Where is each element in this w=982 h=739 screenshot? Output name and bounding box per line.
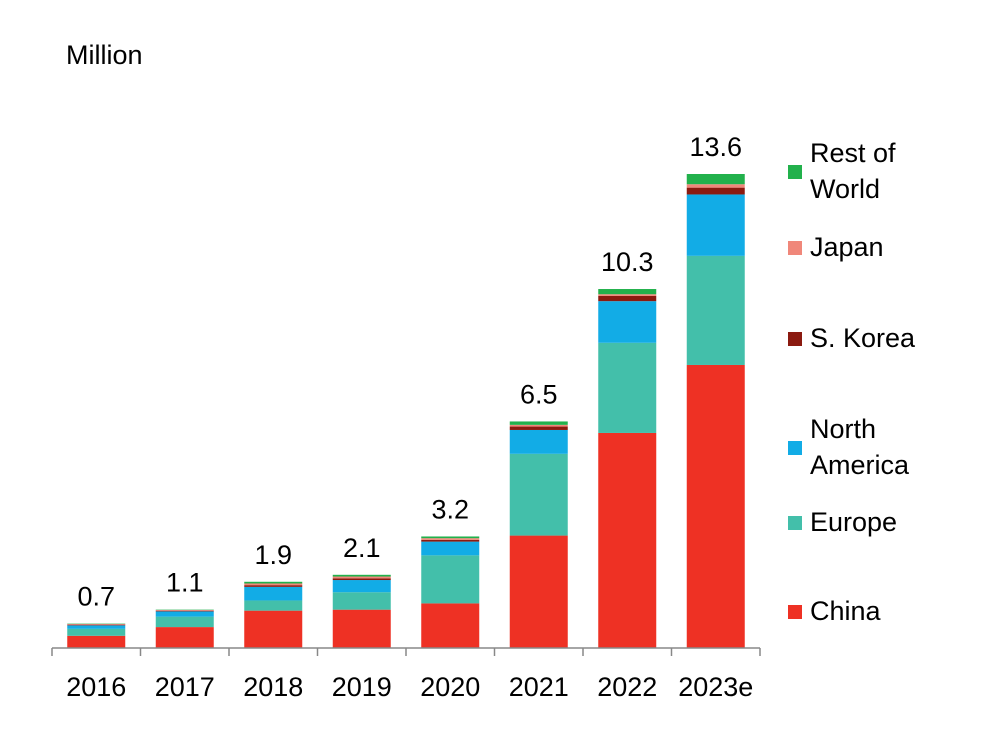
legend-label: Japan (810, 232, 884, 262)
x-tick-label: 2018 (243, 672, 303, 702)
x-axis-labels: 2016 2017 2018 2019 2020 2021 2022 2023e (66, 672, 753, 702)
bar-segment-north-america (155, 611, 214, 617)
bar-segment-north-america (67, 625, 126, 629)
bar-stack-2023e (686, 174, 745, 648)
legend-label: S. Korea (810, 323, 916, 353)
legend-label: Europe (810, 507, 897, 537)
bar-segment-japan (686, 184, 745, 188)
x-tick-label: 2021 (509, 672, 569, 702)
legend-item-north-america: North America (788, 414, 910, 480)
total-label: 10.3 (601, 247, 654, 277)
legend-item-rest-of-world: Rest of World (788, 138, 896, 204)
bar-segment-rest-of-world (421, 536, 480, 539)
x-axis-ticks (51, 648, 761, 656)
legend-swatch (788, 441, 802, 455)
bar-stack-2019 (332, 574, 391, 648)
bar-segment-japan (509, 424, 568, 427)
bar-segment-japan (421, 538, 480, 540)
legend-swatch (788, 605, 802, 619)
bar-segment-rest-of-world (686, 174, 745, 185)
bar-segment-s-korea (332, 578, 391, 581)
x-tick-label: 2023e (678, 672, 753, 702)
legend-item-europe: Europe (788, 507, 897, 537)
bar-segment-rest-of-world (598, 289, 657, 295)
bar-segment-china (155, 627, 214, 648)
bar-segment-north-america (509, 429, 568, 454)
bar-segment-europe (598, 342, 657, 433)
legend-swatch (788, 516, 802, 530)
total-label: 0.7 (77, 582, 115, 612)
bar-segment-europe (244, 600, 303, 611)
bar-stack-2016 (67, 623, 126, 648)
bar-segment-china (686, 364, 745, 648)
bar-segment-china (332, 609, 391, 648)
bar-segment-rest-of-world (332, 574, 391, 577)
bar-segment-s-korea (155, 610, 214, 612)
bar-segment-china (421, 603, 480, 648)
bar-stack-2022 (598, 289, 657, 648)
total-label: 2.1 (343, 533, 381, 563)
bar-stack-2020 (421, 536, 480, 648)
total-label: 6.5 (520, 379, 558, 409)
x-tick-label: 2017 (155, 672, 215, 702)
bar-segment-japan (332, 576, 391, 579)
bar-segment-s-korea (598, 295, 657, 302)
bar-stack-2018 (244, 581, 303, 648)
bar-segment-europe (509, 453, 568, 536)
bar-segment-rest-of-world (509, 421, 568, 425)
legend-label: North America (810, 414, 910, 480)
bar-segment-s-korea (421, 539, 480, 542)
legend: Rest of World Japan S. Korea North America Eur… (788, 138, 916, 626)
bar-segment-china (509, 535, 568, 648)
bar-segment-japan (67, 623, 126, 625)
total-label: 1.1 (166, 568, 204, 598)
legend-swatch (788, 165, 802, 179)
x-tick-label: 2020 (420, 672, 480, 702)
bar-segment-europe (421, 555, 480, 604)
bar-stack-2017 (155, 609, 214, 648)
bar-segment-s-korea (686, 187, 745, 195)
legend-swatch (788, 332, 802, 346)
bar-segment-s-korea (244, 585, 303, 587)
bar-segment-china (598, 432, 657, 648)
total-label: 13.6 (689, 132, 742, 162)
x-tick-label: 2016 (66, 672, 126, 702)
bar-segment-japan (155, 610, 214, 611)
bar-segment-japan (598, 294, 657, 296)
unit-label: Million (66, 40, 143, 70)
x-tick-label: 2019 (332, 672, 392, 702)
bar-segment-europe (686, 255, 745, 365)
bar-segment-s-korea (509, 426, 568, 430)
bar-segment-europe (67, 628, 126, 636)
bar-segment-europe (155, 616, 214, 628)
legend-item-s-korea: S. Korea (788, 323, 916, 353)
total-label: 1.9 (254, 540, 292, 570)
bar-stack-2021 (509, 421, 568, 648)
bar-layer (67, 174, 745, 648)
bar-segment-north-america (598, 301, 657, 343)
bar-segment-rest-of-world (244, 581, 303, 584)
bar-segment-north-america (244, 586, 303, 601)
x-tick-label: 2022 (597, 672, 657, 702)
legend-item-china: China (788, 596, 882, 626)
bar-segment-s-korea (67, 624, 126, 626)
legend-item-japan: Japan (788, 232, 884, 262)
legend-label: China (810, 596, 882, 626)
bar-segment-north-america (686, 194, 745, 256)
legend-swatch (788, 241, 802, 255)
bar-segment-europe (332, 592, 391, 610)
bar-segment-china (244, 610, 303, 648)
bar-segment-china (67, 635, 126, 648)
total-labels: 0.7 1.1 1.9 2.1 3.2 6.5 10.3 13.6 (77, 132, 742, 612)
legend-label: Rest of World (810, 138, 896, 204)
bar-segment-north-america (421, 541, 480, 556)
bar-segment-japan (244, 583, 303, 586)
bar-segment-north-america (332, 580, 391, 593)
total-label: 3.2 (431, 494, 469, 524)
